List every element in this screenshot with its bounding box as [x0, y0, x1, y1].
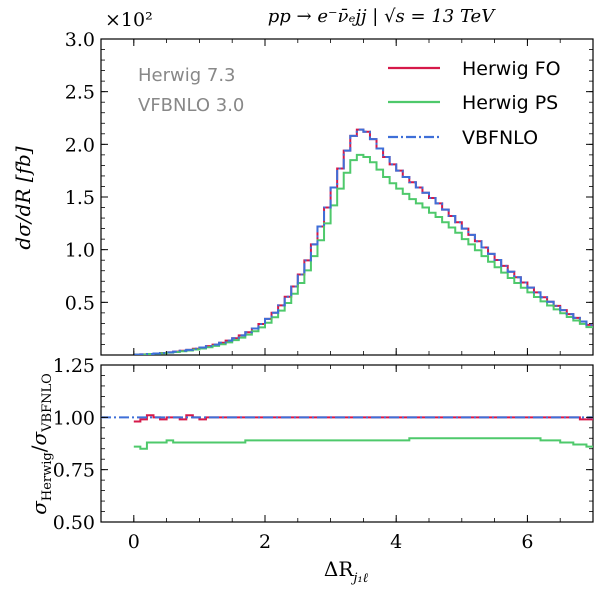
legend-label-herwig-ps: Herwig PS [462, 92, 558, 114]
main-y-axis-label: dσ/dR [fb] [11, 146, 35, 249]
main-ytick-label: 2.0 [65, 134, 95, 156]
main-panel: 0.5 1.0 1.5 2.0 2.5 3.0 ×10² pp → e⁻ν̄ₑjj | √… [11, 6, 594, 356]
ratio-ytick-label: 0.75 [53, 460, 95, 482]
ratio-y-sub-num: Herwig [40, 452, 55, 501]
ratio-y-sigma-den: σ [27, 431, 51, 446]
ratio-y-sigma-num: σ [27, 500, 51, 515]
main-series-herwig-fo [133, 128, 593, 355]
main-ytick-label: 2.5 [65, 82, 95, 104]
x-axis-label: ΔRj₁ℓ [324, 557, 369, 586]
ratio-panel: 0.50 0.75 1.00 1.25 0 2 4 6 σHerwig/σVBFNLO ΔRj… [27, 355, 594, 586]
legend-label-herwig-fo: Herwig FO [462, 58, 561, 80]
ratio-ytick-label: 0.50 [53, 512, 95, 534]
info-line-herwig: Herwig 7.3 [138, 65, 236, 86]
ratio-series-herwig-fo [133, 414, 593, 423]
main-series-vbfnlo [133, 128, 593, 355]
main-ytick-label: 3.0 [65, 29, 95, 51]
ratio-ticks: 0.50 0.75 1.00 1.25 0 2 4 6 [53, 355, 594, 553]
main-series-group [133, 128, 593, 355]
x-axis-label-sub: j₁ℓ [350, 571, 368, 586]
legend-label-vbfnlo: VBFNLO [462, 127, 538, 149]
main-ticks: 0.5 1.0 1.5 2.0 2.5 3.0 [65, 29, 594, 356]
ratio-xtick-label: 6 [521, 531, 533, 553]
ratio-ytick-label: 1.00 [53, 407, 95, 429]
chart-title: pp → e⁻ν̄ₑjj | √s = 13 TeV [268, 6, 496, 27]
ratio-series-group [101, 414, 593, 450]
ratio-y-sub-den: VBFNLO [40, 373, 55, 433]
ratio-series-herwig-ps [133, 437, 593, 450]
ratio-plot-frame [100, 364, 594, 523]
ratio-xtick-label: 4 [390, 531, 402, 553]
info-line-vbfnlo: VFBNLO 3.0 [138, 95, 244, 116]
x-axis-label-main: ΔR [324, 557, 354, 581]
ratio-y-axis-label: σHerwig/σVBFNLO [27, 373, 55, 515]
main-ytick-label: 1.5 [65, 187, 95, 209]
ratio-ytick-label: 1.25 [53, 355, 95, 377]
main-ytick-label: 1.0 [65, 240, 95, 262]
y-multiplier-label: ×10² [105, 9, 153, 31]
ratio-xtick-label: 2 [259, 531, 271, 553]
ratio-xtick-label: 0 [128, 531, 140, 553]
main-ytick-label: 0.5 [65, 292, 95, 314]
main-plot-frame [100, 38, 594, 356]
main-series-herwig-ps [133, 153, 593, 355]
legend: Herwig FO Herwig PS VBFNLO [388, 58, 561, 149]
